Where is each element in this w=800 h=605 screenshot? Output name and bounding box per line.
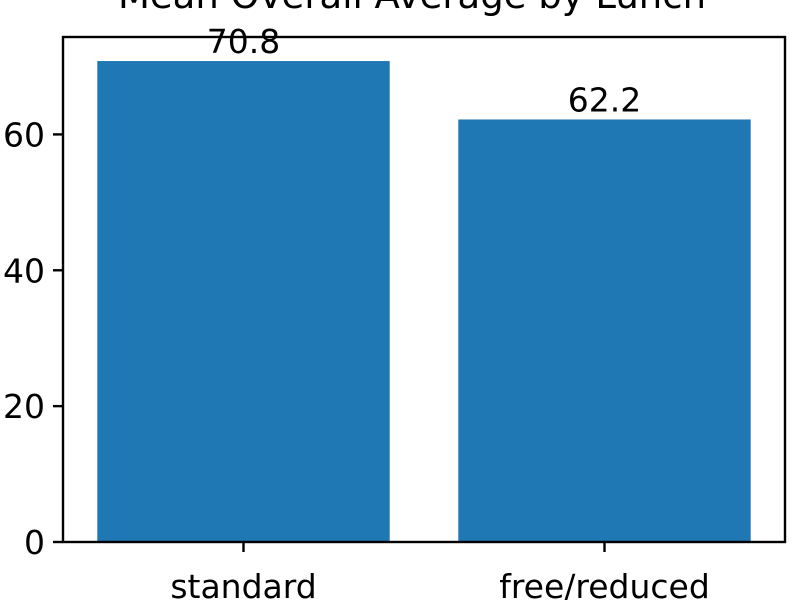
plot-frame <box>61 35 787 544</box>
y-tick-label-3: 60 <box>3 115 45 154</box>
bar-0 <box>97 61 390 543</box>
y-axis: 0 20 40 60 <box>3 115 63 562</box>
bar-1 <box>458 119 751 543</box>
y-tick-label-2: 40 <box>3 251 45 290</box>
x-axis: standard free/reduced <box>170 542 710 605</box>
bar-value-label-1: 62.2 <box>568 80 641 119</box>
bar-value-label-0: 70.8 <box>207 22 280 61</box>
y-tick-label-1: 20 <box>3 387 45 426</box>
bars-group: 70.8 62.2 <box>97 22 751 543</box>
x-tick-label-0: standard <box>170 567 316 600</box>
x-tick-label-1: free/reduced <box>499 567 710 600</box>
y-tick-label-0: 0 <box>24 523 45 562</box>
chart-title: Mean Overall Average by Lunch <box>118 0 706 17</box>
